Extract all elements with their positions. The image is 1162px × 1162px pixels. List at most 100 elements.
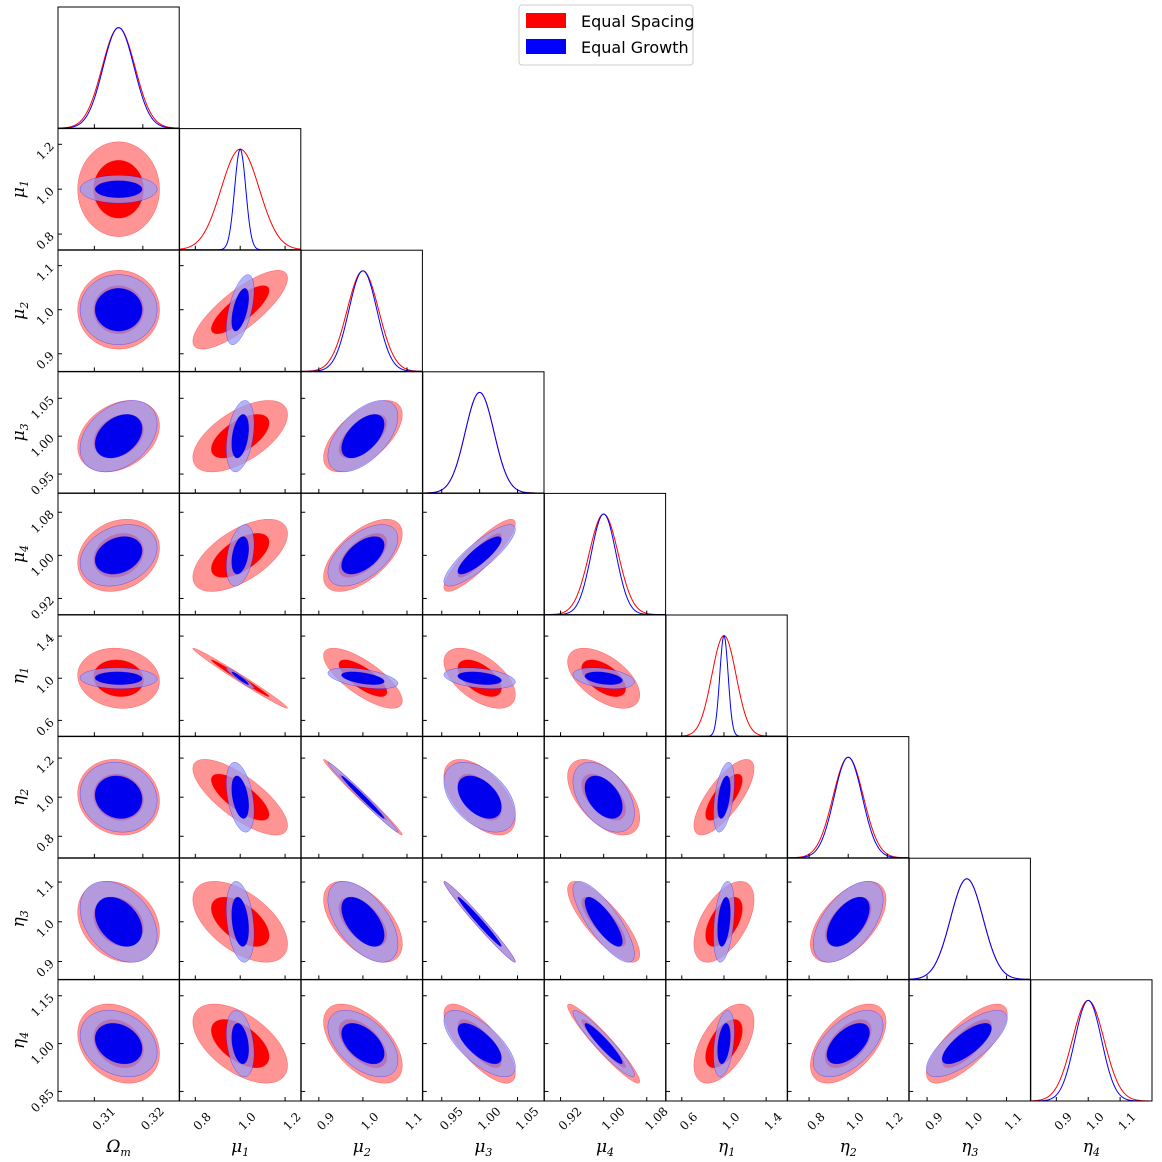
panel-content [323, 1003, 403, 1084]
contour-68-growth [94, 414, 143, 459]
panel-frame [179, 128, 302, 251]
panel-content [693, 759, 755, 836]
panel-frame [543, 492, 667, 616]
x-axis-label-Omega_m: Ωm [105, 1137, 131, 1159]
panel-content [301, 270, 423, 372]
panel-content [58, 27, 180, 129]
panel-content [192, 400, 288, 473]
panel-eta_1-eta_3 [665, 857, 788, 980]
contour-68-growth [231, 775, 249, 819]
panel-mu_2-eta_2 [300, 736, 423, 859]
contour-68-growth [341, 414, 385, 459]
x-axis-label-eta_2: η2 [840, 1137, 857, 1159]
marginal-spacing-mu_2 [301, 270, 423, 372]
x-tick-label: 1.2 [280, 1110, 303, 1133]
panel-mu_1-eta_2 [179, 736, 302, 859]
panel-mu_4-eta_4: 0.92 1.00 1.08 [543, 979, 671, 1133]
panel-Omega_m-Omega_m [57, 6, 180, 129]
panel-mu_1-eta_3 [179, 857, 302, 980]
y-axis-label-eta_2: η2 [9, 789, 31, 806]
contour-68-growth [94, 775, 143, 819]
panel-frame [1030, 979, 1153, 1102]
y-axis-label-mu_1: μ1 [9, 180, 31, 198]
x-tick-label: 0.9 [922, 1110, 945, 1133]
y-tick-label: 0.9 [34, 957, 57, 980]
panel-frame [787, 736, 910, 859]
panel-content [323, 759, 403, 836]
y-axis-label-mu_3-subscript: 3 [18, 423, 31, 430]
panel-mu_2-eta_1 [300, 614, 423, 737]
panel-content [443, 519, 516, 592]
panel-content [77, 881, 160, 963]
panel-content [77, 270, 160, 350]
marginal-spacing-eta_4 [1030, 999, 1153, 1101]
x-axis-label-eta_4: η4 [1083, 1137, 1100, 1159]
contour-68-growth [231, 414, 249, 459]
legend-swatch-equal-growth [526, 39, 566, 54]
x-tick-label: 0.9 [314, 1110, 337, 1133]
panel-mu_4-eta_3 [543, 857, 667, 980]
x-tick-label: 1.00 [599, 1104, 628, 1133]
x-axis-label-mu_4: μ4 [596, 1137, 614, 1159]
panel-mu_1-eta_4: 0.8 1.0 1.2 [179, 979, 304, 1133]
panel-content [323, 647, 403, 709]
panel-content [77, 519, 160, 592]
x-axis-label-eta_4-subscript: 4 [1092, 1146, 1100, 1159]
marginal-growth-mu_3 [422, 391, 544, 493]
y-axis-label-mu_1-subscript: 1 [18, 180, 31, 187]
panel-mu_4-eta_2 [543, 736, 667, 859]
contour-68-growth [231, 896, 249, 947]
legend-swatch-equal-spacing [526, 13, 566, 28]
panel-frame [300, 249, 423, 372]
panel-eta_1-eta_1 [665, 614, 788, 737]
panel-content [192, 1003, 288, 1084]
contour-68-growth [341, 1023, 385, 1065]
panel-Omega_m-mu_4: 0.92 1.00 1.08 [28, 492, 180, 622]
contour-68-growth [584, 1023, 623, 1065]
panel-content [192, 270, 288, 350]
panel-content [926, 1003, 1008, 1084]
panel-Omega_m-mu_1: 0.8 1.0 1.2 [34, 128, 180, 253]
y-tick-label: 0.9 [34, 349, 57, 372]
x-axis-label-mu_3-symbol: μ [474, 1137, 485, 1157]
x-tick-label: 0.9 [1052, 1110, 1075, 1133]
contour-68-growth [584, 671, 623, 685]
y-tick-label: 1.1 [34, 261, 57, 284]
contour-68-growth [94, 896, 143, 947]
y-axis-label-mu_3-symbol: μ [9, 430, 29, 441]
x-tick-label: 1.0 [843, 1110, 866, 1133]
y-axis-label-mu_1-symbol: μ [9, 187, 29, 198]
panel-content [666, 635, 788, 737]
contour-68-growth [457, 671, 502, 685]
contour-68-growth [717, 775, 731, 819]
panel-content [192, 647, 288, 709]
contour-68-growth [826, 896, 870, 947]
y-axis-label-eta_3: η3 [9, 910, 31, 927]
panel-content [77, 647, 160, 709]
y-axis-label-eta_3-symbol: η [9, 916, 29, 927]
y-tick-label: 1.00 [28, 550, 57, 579]
y-tick-label: 1.0 [34, 305, 57, 328]
y-axis-label-eta_2-subscript: 2 [18, 789, 31, 797]
x-axis-label-eta_1: η1 [718, 1137, 735, 1159]
contour-68-growth [584, 896, 623, 947]
panel-content [192, 519, 288, 592]
x-axis-label-mu_1-symbol: μ [231, 1137, 242, 1157]
corner-panels: 0.81.01.20.91.01.10.951.001.050.921.001.… [9, 6, 1153, 1159]
panel-mu_1-mu_3 [179, 371, 302, 494]
panel-content [567, 881, 640, 963]
x-tick-label: 0.8 [804, 1110, 827, 1133]
legend-label-equal-growth: Equal Growth [581, 38, 689, 57]
contour-68-growth [94, 1023, 143, 1065]
x-tick-label: 0.32 [138, 1104, 167, 1133]
panel-frame [57, 6, 180, 129]
contour-68-growth [341, 775, 385, 819]
panel-content [567, 759, 640, 836]
panel-mu_1-mu_4 [179, 492, 302, 616]
x-axis-label-mu_2: μ2 [353, 1137, 371, 1159]
x-axis-label-eta_3-subscript: 3 [971, 1146, 978, 1159]
panel-Omega_m-mu_3: 0.95 1.00 1.05 [28, 371, 180, 498]
panel-content [192, 759, 288, 836]
marginal-growth-Omega_m [58, 27, 180, 129]
y-axis-label-eta_1-subscript: 1 [18, 667, 31, 674]
